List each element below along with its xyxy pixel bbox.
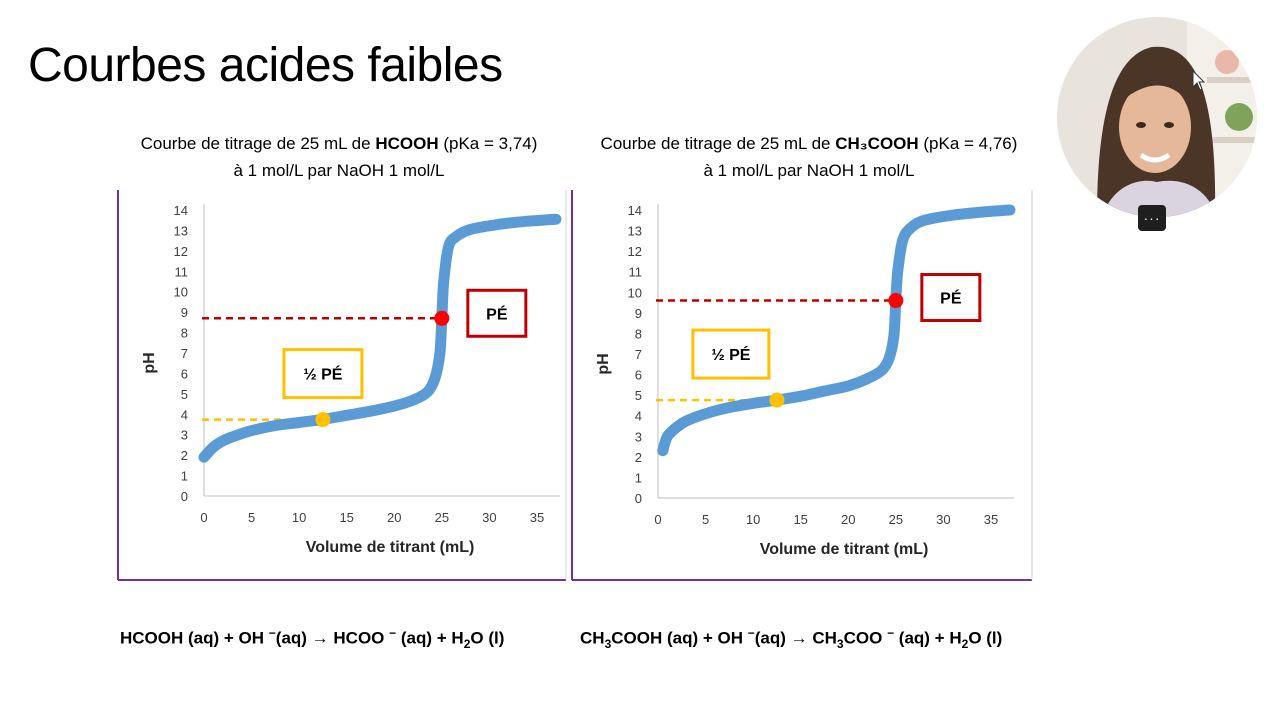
caption-right-line1-pre: Courbe de titrage de 25 mL de — [600, 134, 836, 153]
more-options-icon: ··· — [1143, 210, 1161, 226]
more-options-button[interactable]: ··· — [1138, 205, 1166, 231]
y-tick-label: 11 — [629, 265, 643, 280]
titration-curve-line — [657, 204, 1016, 457]
y-tick-label: 6 — [635, 368, 642, 383]
y-tick-label: 10 — [628, 285, 642, 300]
caption-right-line2: à 1 mol/L par NaOH 1 mol/L — [703, 161, 915, 180]
x-tick-label: 5 — [248, 510, 255, 525]
x-tick-label: 10 — [746, 512, 760, 527]
y-tick-label: 9 — [181, 305, 188, 320]
x-tick-label: 5 — [702, 512, 709, 527]
y-tick-label: 9 — [635, 306, 642, 321]
y-tick-label: 3 — [635, 429, 642, 444]
y-tick-label: 8 — [181, 326, 188, 341]
half-equivalence-label-box — [282, 348, 364, 400]
x-tick-label: 15 — [793, 512, 807, 527]
x-tick-label: 35 — [530, 510, 544, 525]
y-axis-label: pH — [141, 352, 158, 373]
x-axis-label: Volume de titrant (mL) — [306, 539, 475, 556]
x-tick-label: 30 — [936, 512, 950, 527]
chart-caption-left: Courbe de titrage de 25 mL de HCOOH (pKa… — [104, 130, 574, 184]
y-tick-label: 13 — [628, 224, 642, 239]
x-tick-label: 25 — [889, 512, 903, 527]
equivalence-point — [434, 310, 450, 326]
y-tick-label: 10 — [174, 285, 188, 300]
x-tick-label: 15 — [339, 510, 353, 525]
x-tick-label: 10 — [292, 510, 306, 525]
caption-left-line1-post: (pKa = 3,74) — [438, 134, 538, 153]
y-tick-label: 4 — [635, 409, 642, 424]
x-tick-label: 0 — [200, 510, 207, 525]
x-tick-label: 30 — [482, 510, 496, 525]
y-tick-label: 3 — [181, 428, 188, 443]
chart-caption-right: Courbe de titrage de 25 mL de CH₃COOH (p… — [574, 130, 1044, 184]
y-tick-label: 13 — [174, 223, 188, 238]
equivalence-point — [888, 293, 904, 309]
half-equivalence-label: ½ PÉ — [711, 345, 750, 364]
mouse-cursor-icon — [1192, 70, 1206, 91]
equivalence-label-box — [466, 288, 528, 338]
y-tick-label: 5 — [635, 388, 642, 403]
caption-right-compound: CH₃COOH — [835, 134, 919, 153]
caption-right-line1-post: (pKa = 4,76) — [918, 134, 1018, 153]
x-tick-label: 35 — [984, 512, 998, 527]
y-tick-label: 1 — [181, 469, 188, 484]
half-equivalence-point — [315, 412, 331, 428]
y-tick-label: 5 — [181, 387, 188, 402]
equivalence-label: PÉ — [486, 304, 508, 323]
half-equivalence-label-box — [691, 328, 771, 380]
presenter-webcam[interactable] — [1057, 17, 1257, 217]
y-tick-label: 2 — [635, 450, 642, 465]
presenter-video-icon — [1057, 17, 1257, 217]
y-tick-label: 14 — [628, 203, 642, 218]
y-tick-label: 4 — [181, 407, 188, 422]
caption-left-compound: HCOOH — [375, 134, 439, 153]
titration-curve-line — [198, 213, 562, 463]
y-tick-label: 2 — [181, 448, 188, 463]
y-tick-label: 8 — [635, 326, 642, 341]
x-tick-label: 20 — [387, 510, 401, 525]
x-tick-label: 0 — [654, 512, 661, 527]
half-equivalence-point — [769, 392, 785, 408]
x-tick-label: 20 — [841, 512, 855, 527]
y-tick-label: 7 — [635, 347, 642, 362]
caption-left-line1-pre: Courbe de titrage de 25 mL de — [140, 134, 376, 153]
y-axis-label: pH — [595, 353, 612, 374]
x-axis-label: Volume de titrant (mL) — [760, 541, 929, 558]
y-tick-label: 0 — [635, 491, 642, 506]
reaction-equation-ch3cooh: CH3COOH (aq) + OH −(aq) → CH3COO − (aq) … — [580, 626, 1003, 652]
y-tick-label: 6 — [181, 366, 188, 381]
half-equivalence-label: ½ PÉ — [303, 365, 342, 384]
y-tick-label: 0 — [181, 489, 188, 504]
x-tick-label: 25 — [435, 510, 449, 525]
y-tick-label: 7 — [181, 346, 188, 361]
y-tick-label: 12 — [628, 244, 642, 259]
equivalence-label: PÉ — [940, 289, 962, 308]
slide-title: Courbes acides faibles — [28, 39, 503, 92]
reaction-equation-hcooh: HCOOH (aq) + OH −(aq) → HCOO − (aq) + H2… — [120, 626, 505, 652]
y-tick-label: 1 — [635, 470, 642, 485]
y-tick-label: 11 — [175, 264, 189, 279]
caption-left-line2: à 1 mol/L par NaOH 1 mol/L — [233, 161, 445, 180]
y-tick-label: 12 — [174, 244, 188, 259]
y-tick-label: 14 — [174, 203, 188, 218]
equivalence-label-box — [920, 273, 982, 323]
